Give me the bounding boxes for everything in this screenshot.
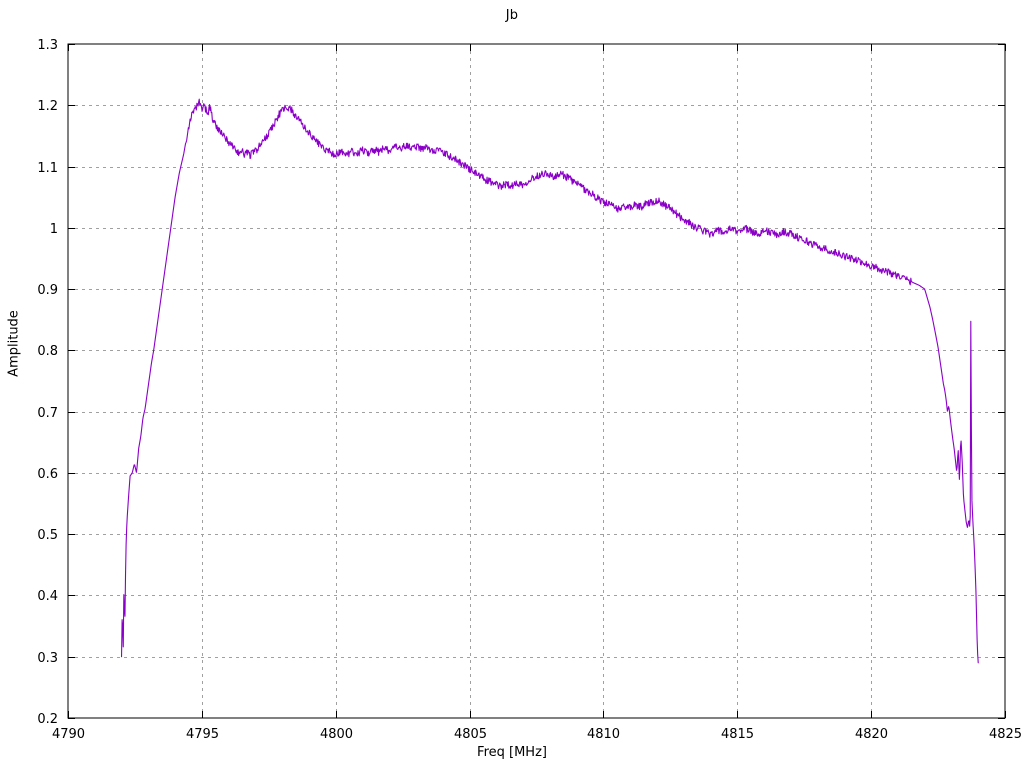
y-tick-label: 0.6 xyxy=(37,467,58,482)
data-series-line xyxy=(120,98,979,664)
gridlines xyxy=(68,44,1005,718)
y-tick-labels: 0.2 0.3 0.4 0.5 0.6 0.7 0.8 0.9 1 1.1 1.2 1.3 xyxy=(37,38,58,727)
y-tick-label: 0.3 xyxy=(37,651,58,666)
y-tick-label: 0.2 xyxy=(37,712,58,727)
y-tick-label: 0.7 xyxy=(37,406,58,421)
y-tick-label: 0.9 xyxy=(37,283,58,298)
y-tick-label: 0.5 xyxy=(37,528,58,543)
x-tick-label: 4790 xyxy=(52,727,85,742)
plot-frame xyxy=(67,43,1006,719)
x-tick-label: 4795 xyxy=(186,727,219,742)
y-tick-label: 0.8 xyxy=(37,344,58,359)
x-tick-label: 4805 xyxy=(454,727,487,742)
y-tick-label: 1.2 xyxy=(37,99,58,114)
y-tick-label: 0.4 xyxy=(37,589,58,604)
x-tick-label: 4810 xyxy=(587,727,620,742)
x-tick-label: 4815 xyxy=(721,727,754,742)
y-tick-label: 1.3 xyxy=(37,38,58,53)
chart-title: Jb xyxy=(505,8,519,23)
x-tick-labels: 4790 4795 4800 4805 4810 4815 4820 4825 xyxy=(52,727,1022,742)
x-tick-label: 4825 xyxy=(989,727,1022,742)
y-tick-label: 1 xyxy=(50,222,58,237)
x-tick-label: 4800 xyxy=(320,727,353,742)
y-tick-marks xyxy=(68,43,1005,720)
x-tick-marks xyxy=(67,44,1007,718)
y-tick-label: 1.1 xyxy=(37,161,58,176)
x-tick-label: 4820 xyxy=(855,727,888,742)
x-axis-label: Freq [MHz] xyxy=(477,745,547,760)
